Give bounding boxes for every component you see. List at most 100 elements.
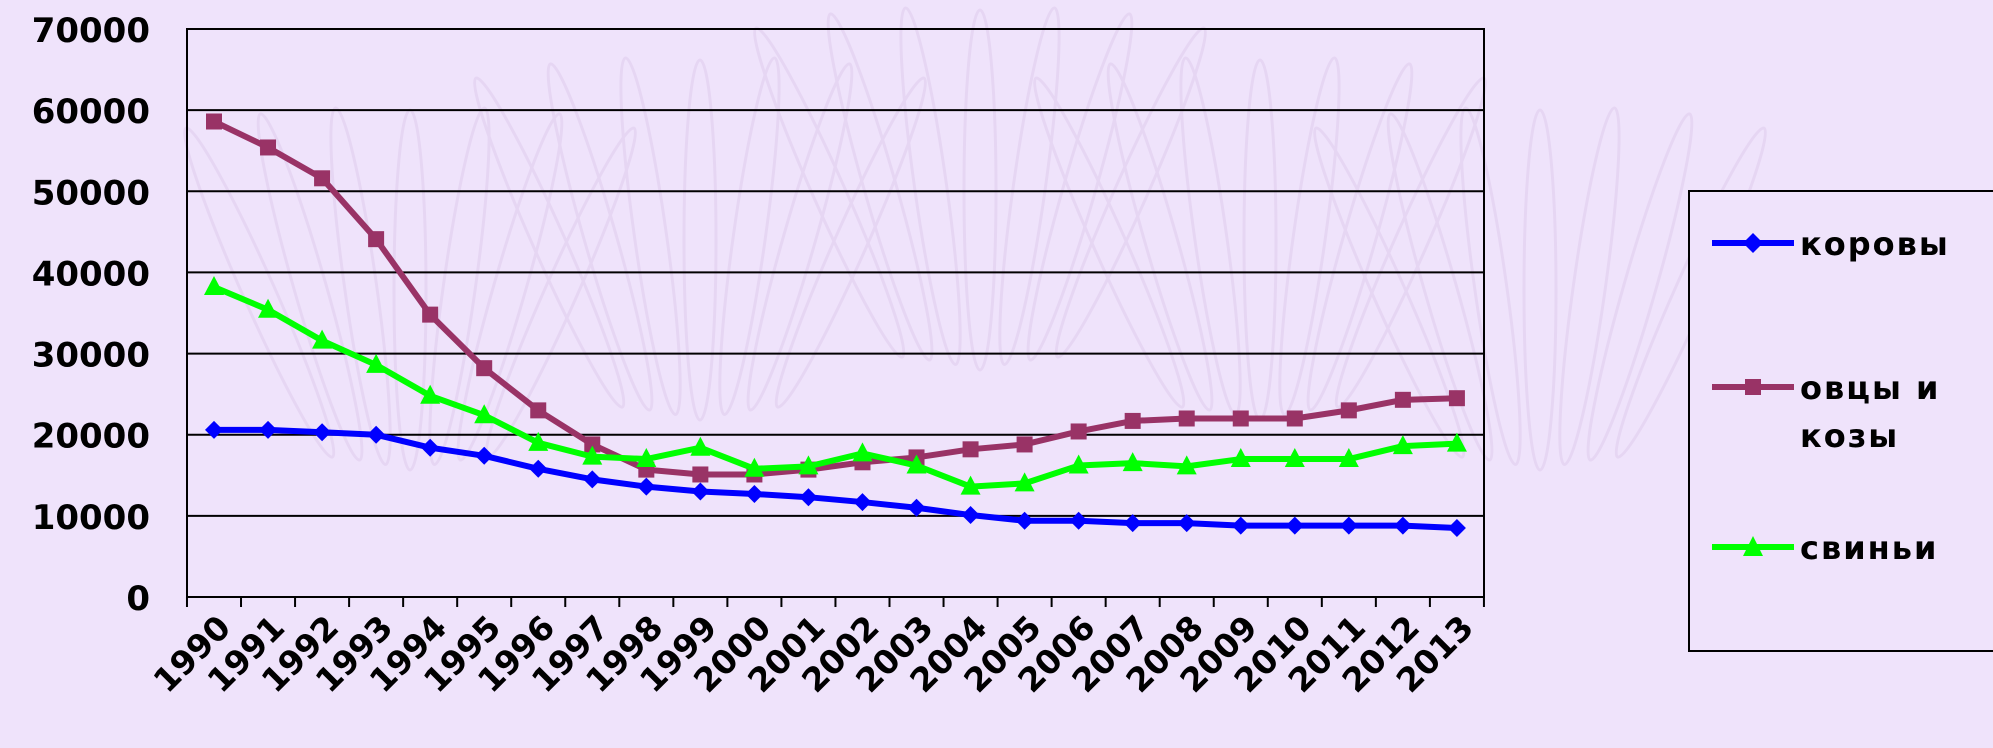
wheat-stalk bbox=[473, 76, 626, 409]
wheat-stalk bbox=[1306, 62, 1414, 412]
gridlines bbox=[187, 109, 1484, 517]
data-point bbox=[962, 441, 979, 458]
legend-label-pigs: свиньи bbox=[1800, 529, 1939, 567]
data-point bbox=[529, 459, 548, 478]
data-point bbox=[907, 498, 926, 517]
data-point bbox=[852, 442, 873, 462]
y-tick-label: 0 bbox=[126, 579, 150, 619]
data-point bbox=[1015, 511, 1034, 530]
y-tick-label: 40000 bbox=[32, 254, 150, 294]
wheat-stalk bbox=[899, 6, 962, 366]
wheat-stalk bbox=[718, 56, 781, 416]
wheat-stalk bbox=[1106, 62, 1214, 412]
data-point bbox=[422, 306, 439, 323]
data-point bbox=[1123, 514, 1142, 533]
series-group bbox=[204, 113, 1467, 538]
data-point bbox=[1070, 423, 1087, 440]
series-2 bbox=[206, 113, 1465, 483]
data-point bbox=[206, 113, 222, 130]
data-point bbox=[960, 475, 981, 495]
data-point bbox=[1177, 514, 1196, 533]
data-point bbox=[744, 457, 765, 477]
data-point bbox=[1446, 432, 1467, 452]
legend-item-cows: коровы bbox=[1712, 225, 1990, 268]
y-tick-label: 70000 bbox=[32, 11, 150, 51]
data-point bbox=[366, 353, 387, 373]
wheat-watermark bbox=[183, 6, 1767, 472]
data-point bbox=[584, 436, 601, 453]
series-1 bbox=[205, 420, 1466, 538]
data-point bbox=[745, 484, 764, 503]
y-tick-label: 20000 bbox=[32, 417, 150, 457]
wheat-stalk bbox=[1459, 106, 1522, 466]
y-tick-label: 10000 bbox=[32, 498, 150, 538]
wheat-stalk bbox=[774, 76, 927, 409]
wheat-sheaf bbox=[1313, 106, 1767, 472]
data-point bbox=[1338, 448, 1359, 468]
legend-swatch-pigs bbox=[1712, 536, 1794, 556]
wheat-stalk bbox=[998, 6, 1061, 366]
series-3 bbox=[204, 276, 1467, 495]
data-point bbox=[1122, 452, 1143, 472]
data-point bbox=[637, 477, 656, 496]
data-point bbox=[853, 493, 872, 512]
wheat-stalk bbox=[1522, 108, 1558, 472]
data-point bbox=[475, 446, 494, 465]
data-point bbox=[1339, 516, 1358, 535]
legend-item-pigs: свиньи bbox=[1712, 529, 1990, 572]
legend-swatch-sheep-goats bbox=[1712, 379, 1794, 395]
wheat-stalk bbox=[428, 106, 491, 466]
data-point bbox=[1393, 516, 1412, 535]
data-point bbox=[583, 470, 602, 489]
data-point bbox=[1014, 472, 1035, 492]
data-point bbox=[314, 170, 331, 187]
wheat-stalk bbox=[546, 62, 654, 412]
data-point bbox=[1016, 436, 1033, 453]
wheat-stalk bbox=[1033, 76, 1186, 409]
data-point bbox=[1068, 454, 1089, 474]
data-point bbox=[1231, 516, 1250, 535]
data-point bbox=[205, 420, 223, 439]
data-point bbox=[528, 431, 549, 451]
data-point bbox=[1124, 412, 1141, 429]
legend: коровы овцы и козы свиньи bbox=[1688, 190, 1993, 652]
wheat-stalk bbox=[1586, 112, 1694, 462]
y-tick-label: 60000 bbox=[32, 92, 150, 132]
data-point bbox=[1285, 516, 1304, 535]
wheat-stalk bbox=[682, 58, 718, 422]
legend-item-sheep-goats: овцы и козы bbox=[1712, 369, 1990, 460]
data-point bbox=[582, 445, 603, 465]
data-point bbox=[961, 506, 980, 525]
wheat-sheaf bbox=[473, 56, 927, 422]
data-point bbox=[259, 420, 278, 439]
data-point bbox=[258, 298, 279, 318]
y-tick-label: 30000 bbox=[32, 336, 150, 376]
data-point bbox=[798, 455, 819, 475]
y-tick-label: 50000 bbox=[32, 173, 150, 213]
data-point bbox=[1286, 410, 1303, 427]
x-axis-ticks bbox=[185, 597, 1485, 607]
data-point bbox=[1447, 519, 1466, 538]
data-point bbox=[474, 404, 495, 424]
wheat-stalk bbox=[1558, 106, 1621, 466]
wheat-stalk bbox=[456, 112, 564, 462]
data-point bbox=[204, 276, 224, 296]
data-point bbox=[1394, 391, 1411, 408]
data-point bbox=[312, 329, 333, 349]
data-point bbox=[1232, 410, 1249, 427]
data-point bbox=[1178, 410, 1195, 427]
data-point bbox=[691, 482, 710, 501]
series-line bbox=[212, 284, 1458, 490]
data-point bbox=[421, 438, 440, 457]
data-point bbox=[1284, 448, 1305, 468]
data-point bbox=[368, 231, 385, 248]
data-point bbox=[1230, 448, 1251, 468]
data-point bbox=[1448, 390, 1465, 407]
series-line bbox=[214, 426, 1458, 532]
wheat-stalk bbox=[962, 8, 998, 372]
data-point bbox=[636, 448, 657, 468]
wheat-stalk bbox=[1313, 126, 1466, 459]
data-point bbox=[260, 139, 277, 156]
data-point bbox=[1392, 435, 1413, 455]
wheat-stalk bbox=[329, 106, 392, 466]
